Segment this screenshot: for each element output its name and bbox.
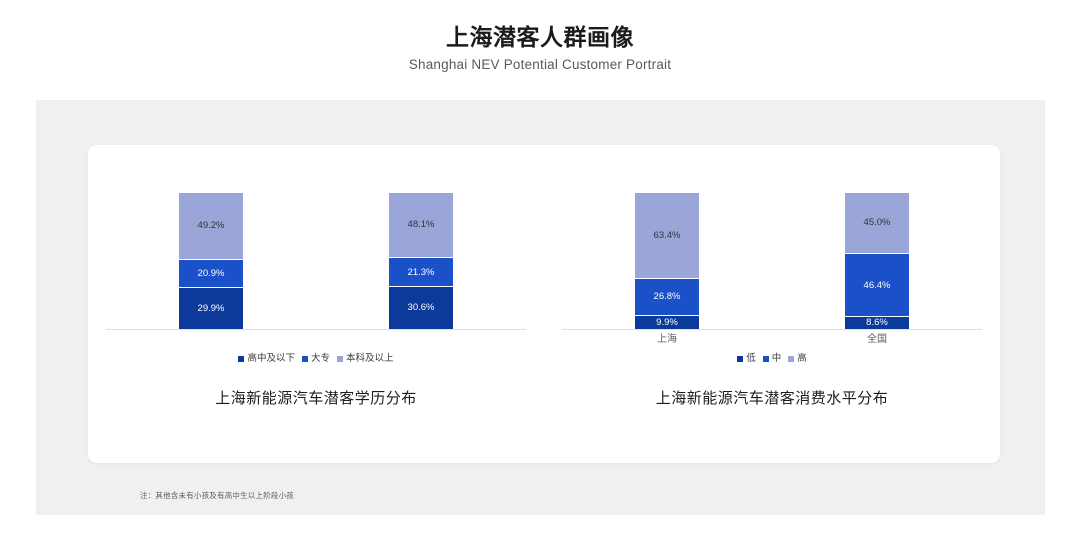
legend-item[interactable]: 本科及以上 — [337, 353, 394, 365]
x-axis-tick-label: 上海 — [657, 334, 677, 345]
legend-item[interactable]: 高 — [788, 353, 807, 365]
bar-segment[interactable]: 30.6% — [389, 287, 453, 329]
stacked-bar[interactable]: 48.1% 21.3% 30.6% — [389, 193, 453, 329]
legend-label: 低 — [746, 353, 756, 364]
legend-swatch-icon — [737, 356, 744, 362]
chart-consumption: 63.4% 26.8% 9.9% 45.0% 46.4% 8.6% — [544, 145, 1000, 463]
bar-slot: 48.1% 21.3% 30.6% — [316, 193, 526, 329]
legend-label: 高中及以下 — [247, 353, 295, 364]
page-subtitle: Shanghai NEV Potential Customer Portrait — [408, 57, 672, 72]
legend-swatch-icon — [238, 356, 245, 362]
bars-education: 49.2% 20.9% 29.9% 48.1% 21.3% 30.6% — [106, 193, 526, 329]
bar-segment[interactable]: 20.9% — [179, 259, 243, 289]
legend-item[interactable]: 中 — [762, 353, 782, 365]
footnote: 注：其他含未有小孩及有高中生以上阶段小孩 — [140, 491, 294, 500]
chart-caption-education: 上海新能源汽车潜客学历分布 — [215, 390, 417, 407]
bar-segment[interactable]: 9.9% — [635, 315, 699, 329]
bar-segment[interactable]: 45.0% — [845, 193, 909, 255]
bar-segment[interactable]: 49.2% — [179, 193, 243, 260]
bar-segment[interactable]: 21.3% — [389, 258, 453, 288]
x-axis-tick-label: 全国 — [867, 334, 887, 345]
page-header: 上海潜客人群画像 Shanghai NEV Potential Customer… — [0, 22, 1080, 75]
gray-backdrop-panel: 49.2% 20.9% 29.9% 48.1% 21.3% 30.6% — [36, 100, 1045, 515]
bar-segment[interactable]: 26.8% — [635, 279, 699, 316]
stacked-bar[interactable]: 45.0% 46.4% 8.6% — [845, 193, 909, 329]
page-title: 上海潜客人群画像 — [446, 24, 634, 50]
x-axis-labels-consumption: 上海 全国 — [562, 332, 982, 348]
legend-education: 高中及以下 大专 本科及以上 — [88, 353, 544, 365]
charts-card: 49.2% 20.9% 29.9% 48.1% 21.3% 30.6% — [88, 145, 1000, 500]
chart-education: 49.2% 20.9% 29.9% 48.1% 21.3% 30.6% — [88, 145, 544, 463]
bar-segment[interactable]: 48.1% — [389, 193, 453, 259]
legend-label: 大专 — [310, 353, 330, 364]
stacked-bar[interactable]: 49.2% 20.9% 29.9% — [179, 193, 243, 329]
bar-segment[interactable]: 29.9% — [179, 288, 243, 329]
bar-slot: 45.0% 46.4% 8.6% — [772, 193, 982, 329]
plot-area-consumption: 63.4% 26.8% 9.9% 45.0% 46.4% 8.6% — [562, 193, 982, 329]
stacked-bar[interactable]: 63.4% 26.8% 9.9% — [635, 193, 699, 329]
x-axis-line — [562, 329, 982, 330]
legend-swatch-icon — [788, 356, 795, 362]
legend-item[interactable]: 大专 — [301, 353, 330, 365]
bar-segment[interactable]: 46.4% — [845, 254, 909, 318]
legend-swatch-icon — [762, 356, 769, 362]
x-axis-line — [106, 329, 526, 330]
legend-label: 中 — [771, 353, 782, 364]
legend-item[interactable]: 低 — [737, 353, 756, 365]
charts-row: 49.2% 20.9% 29.9% 48.1% 21.3% 30.6% — [88, 145, 1000, 463]
bar-segment[interactable]: 8.6% — [845, 317, 909, 329]
plot-area-education: 49.2% 20.9% 29.9% 48.1% 21.3% 30.6% — [106, 193, 526, 329]
legend-consumption: 低 中 高 — [544, 353, 1000, 365]
legend-item[interactable]: 高中及以下 — [238, 353, 295, 365]
legend-label: 高 — [797, 353, 807, 364]
bar-slot: 49.2% 20.9% 29.9% — [106, 193, 316, 329]
bars-consumption: 63.4% 26.8% 9.9% 45.0% 46.4% 8.6% — [562, 193, 982, 329]
legend-label: 本科及以上 — [346, 353, 394, 364]
legend-swatch-icon — [337, 356, 343, 362]
chart-caption-consumption: 上海新能源汽车潜客消费水平分布 — [655, 390, 889, 407]
bar-segment[interactable]: 63.4% — [635, 193, 699, 280]
bar-slot: 63.4% 26.8% 9.9% — [562, 193, 772, 329]
legend-swatch-icon — [301, 356, 308, 362]
